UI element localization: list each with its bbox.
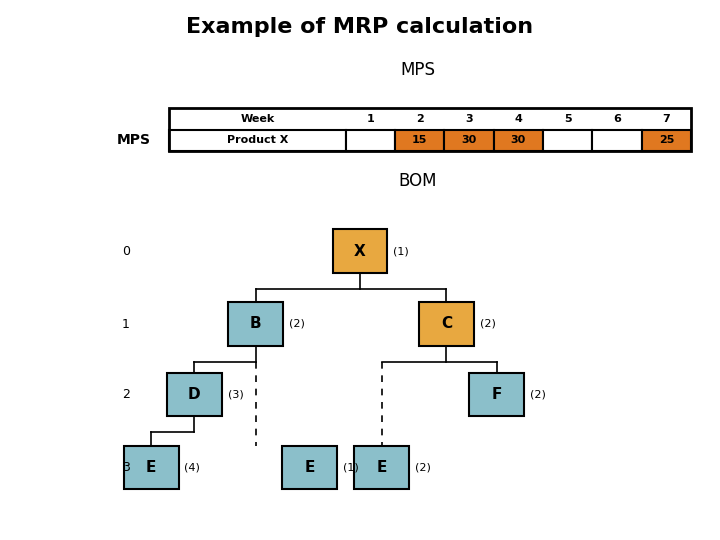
Text: MPS: MPS bbox=[117, 133, 151, 147]
Text: 6: 6 bbox=[613, 114, 621, 124]
Bar bbox=[167, 373, 222, 416]
Text: Example of MRP calculation: Example of MRP calculation bbox=[186, 17, 534, 37]
Text: MPS: MPS bbox=[400, 61, 435, 79]
Bar bbox=[642, 130, 691, 151]
Bar bbox=[169, 108, 691, 151]
Text: B: B bbox=[250, 316, 261, 332]
Bar bbox=[469, 373, 524, 416]
Text: BOM: BOM bbox=[398, 172, 437, 190]
Text: Product X: Product X bbox=[227, 136, 288, 145]
Bar bbox=[593, 130, 642, 151]
Text: 1: 1 bbox=[366, 114, 374, 124]
Text: D: D bbox=[188, 387, 201, 402]
Bar bbox=[333, 230, 387, 273]
Text: 30: 30 bbox=[462, 136, 477, 145]
Text: 2: 2 bbox=[415, 114, 423, 124]
Bar bbox=[282, 446, 337, 489]
Text: 3: 3 bbox=[465, 114, 473, 124]
Bar bbox=[124, 446, 179, 489]
Text: (2): (2) bbox=[530, 389, 546, 399]
Bar bbox=[444, 130, 494, 151]
Text: E: E bbox=[305, 460, 315, 475]
Bar bbox=[494, 130, 543, 151]
Text: 5: 5 bbox=[564, 114, 572, 124]
Text: (2): (2) bbox=[289, 319, 305, 329]
Text: C: C bbox=[441, 316, 452, 332]
Text: (3): (3) bbox=[228, 389, 243, 399]
Text: 30: 30 bbox=[510, 136, 526, 145]
Text: 0: 0 bbox=[122, 245, 130, 258]
Bar bbox=[346, 130, 395, 151]
Text: E: E bbox=[146, 460, 156, 475]
Text: X: X bbox=[354, 244, 366, 259]
Bar bbox=[354, 446, 409, 489]
Text: 2: 2 bbox=[122, 388, 130, 401]
Bar bbox=[395, 130, 444, 151]
Text: (4): (4) bbox=[184, 462, 200, 472]
Text: 4: 4 bbox=[515, 114, 522, 124]
Text: (2): (2) bbox=[415, 462, 431, 472]
Bar bbox=[543, 130, 593, 151]
Text: Week: Week bbox=[240, 114, 274, 124]
Text: 25: 25 bbox=[659, 136, 674, 145]
Bar bbox=[169, 130, 346, 151]
Text: 15: 15 bbox=[412, 136, 428, 145]
Text: F: F bbox=[492, 387, 502, 402]
Text: (2): (2) bbox=[480, 319, 495, 329]
Bar bbox=[228, 302, 283, 346]
Text: (1): (1) bbox=[343, 462, 359, 472]
Text: 7: 7 bbox=[662, 114, 670, 124]
Text: 3: 3 bbox=[122, 461, 130, 474]
Text: 1: 1 bbox=[122, 318, 130, 330]
Text: (1): (1) bbox=[393, 246, 409, 256]
Text: E: E bbox=[377, 460, 387, 475]
Bar bbox=[419, 302, 474, 346]
